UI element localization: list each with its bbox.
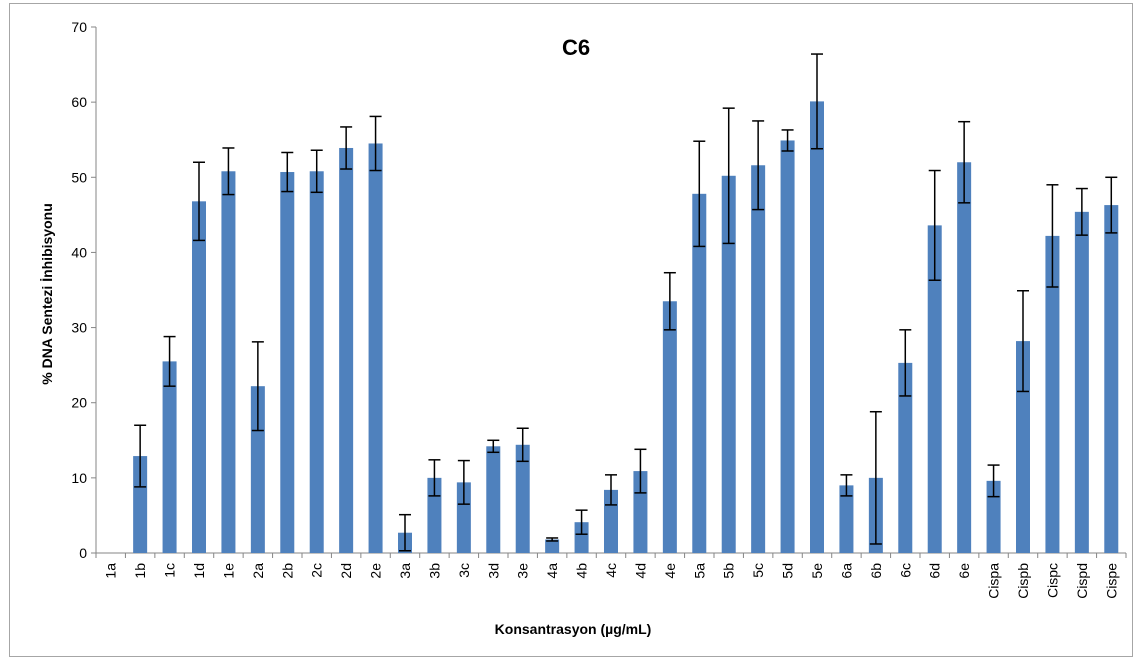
bar [780,140,795,554]
x-tick-label: 3a [397,563,413,579]
x-tick-label: 1d [191,563,207,579]
y-tick-label: 40 [71,244,87,260]
x-tick-label: Cispb [1015,563,1031,599]
x-tick-label: 4d [632,563,648,579]
bar [751,165,766,553]
bar [192,201,206,553]
x-tick-label: 5d [780,563,796,579]
bar [927,225,942,553]
x-axis: 1a 1b 1c 1d 1e 2a 2b 2c 2d 2e 3a 3b 3c 3d 3e 4a 4b 4c 4d 4e… [95,552,1127,599]
x-tick-label: 5c [750,563,766,578]
x-tick-label: 5b [721,563,737,579]
bar [162,361,177,553]
x-tick-label: 2b [279,563,295,579]
x-tick-label: 2c [309,563,325,578]
x-tick-label: 2e [368,563,384,579]
x-tick-label: 3e [515,563,531,579]
bar [1074,211,1089,553]
x-tick-label: 3c [456,563,472,578]
x-tick-label: 6a [838,563,854,579]
y-tick-label: 30 [71,320,87,336]
x-tick-label: 1b [132,563,148,579]
bar [133,456,148,553]
x-tick-label: Cispc [1044,563,1060,598]
bar [957,162,972,553]
bar [545,539,560,553]
x-tick-label: 3b [426,563,442,579]
y-tick-label: 20 [71,395,87,411]
y-tick-label: 50 [71,169,87,185]
error-bars-group [134,53,1118,552]
bar [692,193,707,553]
bar [427,477,442,553]
bar [339,147,354,554]
x-tick-label: 4b [574,563,590,579]
x-tick-label: 2d [338,563,354,579]
x-tick-label: 6d [927,563,943,579]
x-tick-label: 5e [809,563,825,579]
bar [250,386,265,553]
x-tick-label: 6e [956,563,972,579]
bar [1045,235,1060,553]
bar [898,362,913,553]
bar [515,444,530,553]
bar [456,482,471,553]
x-tick-label: 4c [603,563,619,578]
y-axis-title: % DNA Sentezi İnhibisyonu [39,203,55,385]
bar-chart: C6 0 10 20 30 40 50 60 70 1a 1b 1c 1d 1e 2a 2b 2c 2d 2e 3… [39,19,1127,637]
chart-title: C6 [562,35,590,60]
y-tick-label: 60 [71,94,87,110]
bar [810,101,824,554]
y-tick-label: 70 [71,19,87,35]
x-tick-label: 4a [544,563,560,579]
y-tick-label: 10 [71,470,87,486]
y-tick-label: 0 [79,545,87,561]
bars-group [133,101,1119,554]
bar [368,143,383,553]
x-tick-label: Cispe [1103,563,1119,599]
bar [721,175,736,554]
x-tick-label: 1c [162,563,178,578]
x-tick-label: 5a [691,563,707,579]
bar [486,446,501,553]
x-tick-label: 3d [485,563,501,579]
bar [280,172,295,554]
x-tick-label: 1e [220,563,236,579]
bar [839,485,854,553]
bar [986,480,1001,553]
x-tick-label: Cispd [1074,563,1090,599]
bar [633,471,648,553]
bar [574,522,589,553]
x-tick-label: Cispa [986,563,1002,599]
x-tick-label: 1a [103,563,119,579]
bar [1016,341,1030,553]
x-tick-label: 6b [868,563,884,579]
x-axis-title: Konsantrasyon (µg/mL) [495,621,652,637]
bar [309,171,324,553]
x-tick-label: 4e [662,563,678,579]
chart-frame: C6 0 10 20 30 40 50 60 70 1a 1b 1c 1d 1e 2a 2b 2c 2d 2e 3… [9,3,1133,657]
bar [604,489,618,553]
bar [662,301,677,553]
bar [221,171,236,553]
bar [1104,205,1119,554]
x-tick-label: 2a [250,563,266,579]
y-axis: 0 10 20 30 40 50 60 70 [71,19,97,561]
x-tick-label: 6c [897,563,913,578]
